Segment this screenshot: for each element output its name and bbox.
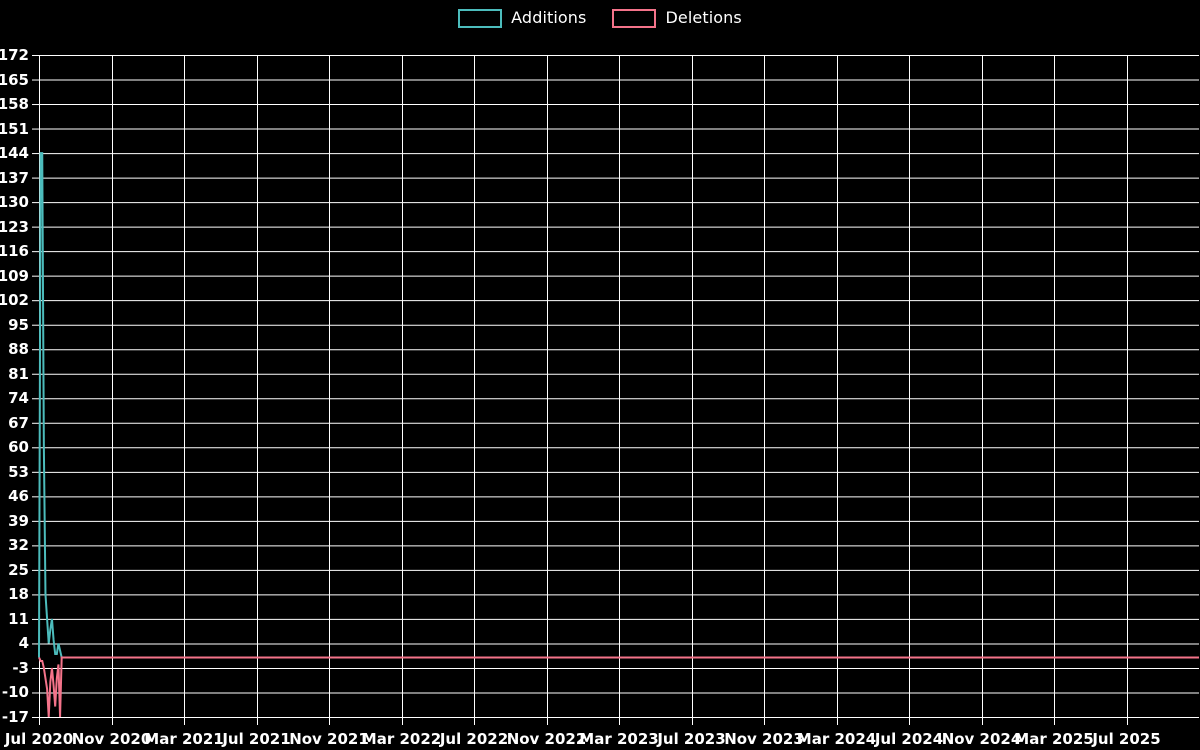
y-axis-tick-label: 4 [18,634,29,653]
y-axis-tick-label: 137 [0,168,29,187]
y-axis-tick-label: -3 [12,658,29,677]
x-axis-tick-label: Mar 2021 [144,730,224,748]
y-axis-tick-label: 109 [0,266,29,285]
legend-entry-deletions[interactable]: Deletions [612,8,742,28]
x-axis-tick-label: Jul 2023 [657,730,726,748]
y-axis-tick-label: 172 [0,46,29,64]
chart-legend: Additions Deletions [0,0,1200,36]
x-axis-tick-label: Jul 2022 [439,730,509,748]
y-axis-tick-label: 18 [8,585,29,604]
y-axis-tick-label: 88 [8,340,29,359]
y-axis-tick-label: -17 [1,708,29,726]
series-line-deletions [38,656,1199,718]
y-axis-tick-label: 130 [0,193,29,212]
x-axis-tick-label: Jul 2021 [222,730,291,748]
y-axis-tick-label: 67 [8,413,29,432]
y-axis-tick-label: 39 [8,511,29,530]
y-axis-tick-label: 144 [0,144,29,163]
x-axis-tick-label: Nov 2024 [941,730,1022,748]
x-axis-tick-label: Mar 2025 [1014,730,1094,748]
x-axis-tick-label: Nov 2023 [724,730,804,748]
y-axis-tick-label: 11 [8,609,29,628]
y-axis-tick-label: 25 [8,560,29,579]
y-axis-tick-label: 60 [8,438,29,457]
x-axis-tick-label: Nov 2022 [506,730,587,748]
y-axis-tick-label: 32 [8,536,29,555]
x-axis-tick-label: Mar 2024 [796,730,877,748]
x-axis-tick-label: Jul 2024 [874,730,944,748]
y-axis-tick-label: 95 [8,315,29,334]
x-axis-tick-label: Nov 2020 [71,730,152,748]
y-axis-tick-label: 165 [0,70,29,89]
y-axis-tick-label: 46 [8,487,29,506]
legend-label-deletions: Deletions [665,8,742,27]
series-line-additions [38,152,1199,659]
y-axis-tick-label: 102 [0,291,29,310]
x-axis-tick-label: Jul 2020 [4,730,74,748]
x-axis-tick-label: Jul 2025 [1092,730,1161,748]
y-axis-tick-label: 81 [8,364,29,383]
x-axis-tick-label: Mar 2022 [361,730,442,748]
y-axis-tick-label: 151 [0,119,29,138]
y-axis-tick-label: 116 [0,242,29,261]
y-axis-tick-label: -10 [1,683,29,702]
legend-entry-additions[interactable]: Additions [458,8,587,28]
y-axis-tick-label: 158 [0,95,29,114]
legend-swatch-additions [458,8,503,28]
x-axis-tick-label: Nov 2021 [289,730,369,748]
y-axis-tick-label: 123 [0,217,29,236]
legend-swatch-deletions [612,8,657,28]
x-axis-tick-label: Mar 2023 [579,730,659,748]
y-axis-tick-label: 74 [8,389,29,408]
legend-label-additions: Additions [511,8,587,27]
y-axis-tick-label: 53 [8,462,29,481]
